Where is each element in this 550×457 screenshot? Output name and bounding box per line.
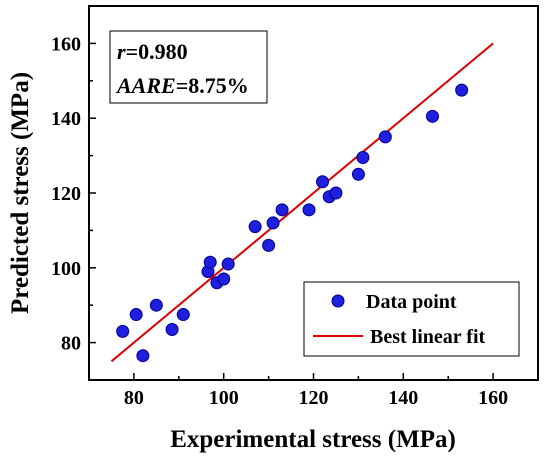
x-tick-label: 100 bbox=[209, 387, 239, 409]
y-tick-label: 160 bbox=[51, 33, 81, 55]
r-stat-symbol: r bbox=[117, 39, 126, 64]
r-stat-value: =0.980 bbox=[126, 39, 188, 64]
data-point bbox=[262, 238, 276, 252]
data-point bbox=[329, 186, 343, 200]
data-point bbox=[176, 308, 190, 322]
data-point bbox=[425, 109, 439, 123]
data-points-layer bbox=[116, 83, 469, 363]
stats-box-frame bbox=[109, 30, 268, 104]
y-tick-label: 100 bbox=[51, 258, 81, 280]
aare-stat: AARE=8.75% bbox=[115, 73, 249, 98]
data-point bbox=[356, 150, 370, 164]
data-point bbox=[275, 203, 289, 217]
fit-line-layer bbox=[110, 42, 494, 363]
data-point bbox=[221, 257, 235, 271]
x-tick-label: 80 bbox=[124, 387, 144, 409]
data-point bbox=[266, 216, 280, 230]
data-point bbox=[351, 167, 365, 181]
data-point bbox=[116, 324, 130, 338]
data-point bbox=[136, 349, 150, 363]
legend: Data point Best linear fit bbox=[303, 281, 520, 357]
y-tick-label: 120 bbox=[51, 183, 81, 205]
data-point bbox=[378, 130, 392, 144]
data-point bbox=[455, 83, 469, 97]
data-point bbox=[217, 272, 231, 286]
data-point bbox=[149, 298, 163, 312]
best-fit-line bbox=[110, 42, 494, 363]
axis-ticks: 80 100 120 140 160 80 100 120 140 160 bbox=[51, 5, 539, 409]
y-tick-label: 140 bbox=[51, 108, 81, 130]
x-axis-title: Experimental stress (MPa) bbox=[170, 426, 456, 453]
aare-stat-value: =8.75% bbox=[176, 73, 249, 98]
x-tick-label: 160 bbox=[478, 387, 508, 409]
x-tick-label: 120 bbox=[299, 387, 329, 409]
r-stat: r=0.980 bbox=[117, 39, 188, 64]
data-point bbox=[302, 203, 316, 217]
data-point bbox=[129, 308, 143, 322]
y-axis-title: Predicted stress (MPa) bbox=[7, 72, 34, 314]
aare-stat-symbol: AARE bbox=[115, 73, 176, 98]
legend-marker-data-point bbox=[331, 294, 345, 308]
x-tick-label: 140 bbox=[388, 387, 418, 409]
legend-label-data-point: Data point bbox=[366, 291, 457, 313]
legend-label-fit-line: Best linear fit bbox=[370, 326, 486, 348]
data-point bbox=[203, 255, 217, 269]
data-point bbox=[165, 323, 179, 337]
data-point bbox=[248, 220, 262, 234]
legend-frame bbox=[303, 281, 520, 357]
stats-box: r=0.980 AARE=8.75% bbox=[109, 30, 268, 104]
data-point bbox=[315, 175, 329, 189]
y-tick-label: 80 bbox=[61, 333, 81, 355]
